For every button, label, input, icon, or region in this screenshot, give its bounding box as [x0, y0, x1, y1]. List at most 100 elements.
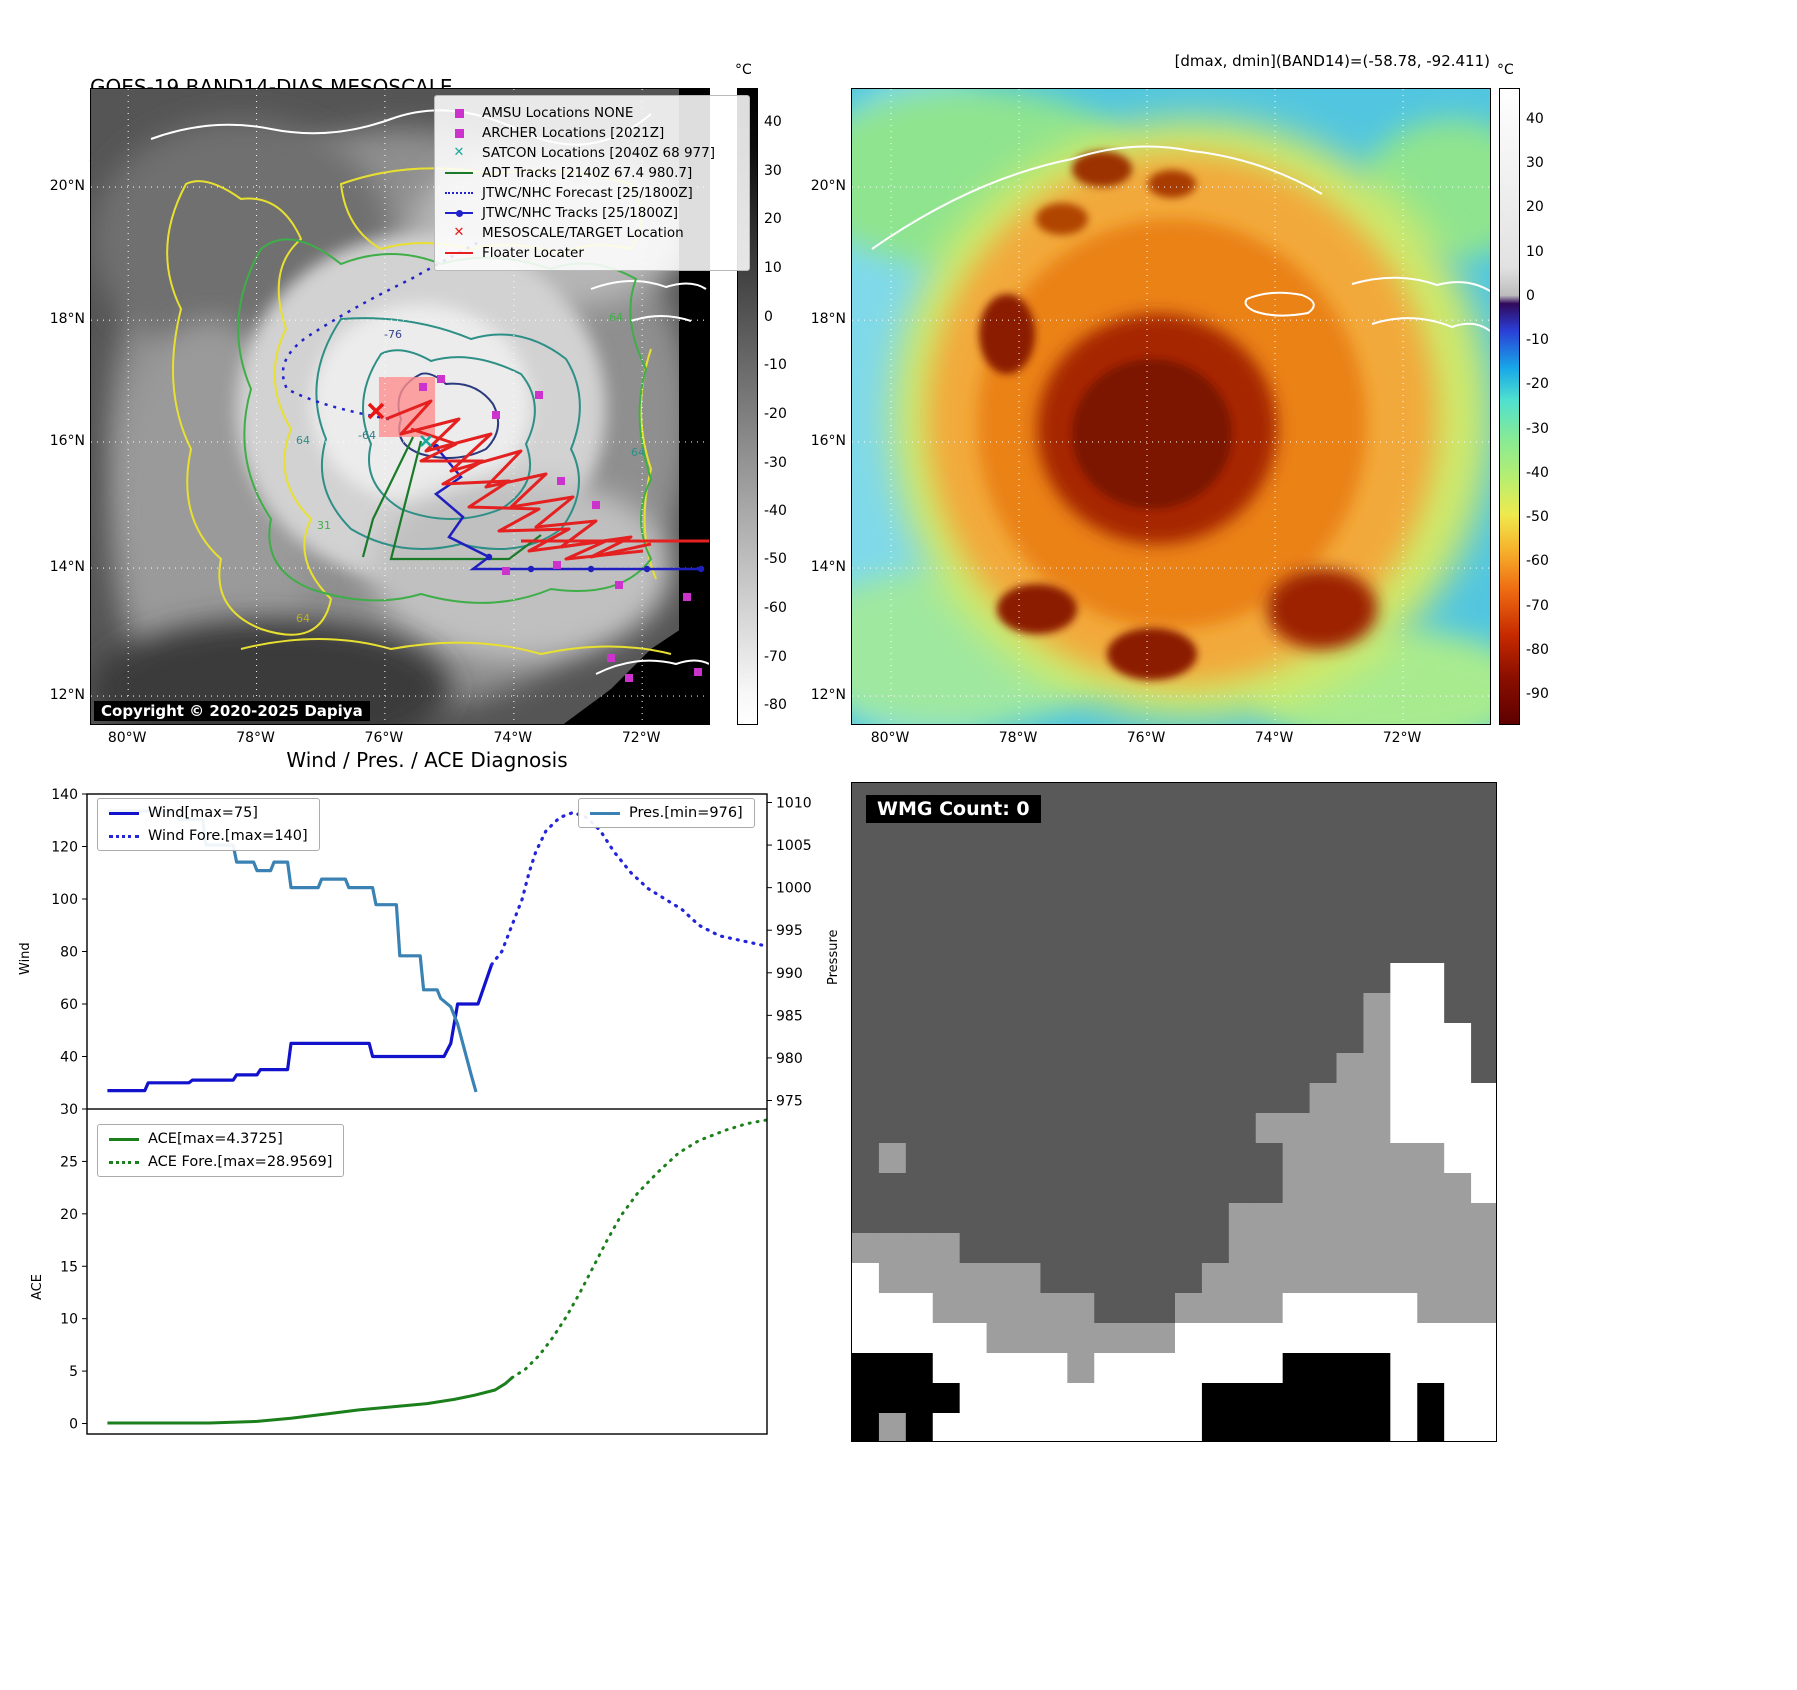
legend-item: ADT Tracks [2140Z 67.4 980.7]: [445, 163, 739, 183]
tick-label: -90: [1526, 685, 1549, 702]
wind-axis-label: Wind: [18, 942, 33, 975]
awv-lat-axis: 20°N 18°N 16°N 14°N 12°N: [798, 88, 846, 725]
awv-map: [851, 88, 1491, 725]
band14-lat-axis: 20°N 18°N 16°N 14°N 12°N: [36, 88, 85, 725]
svg-text:64: 64: [296, 612, 310, 625]
tick-label: -40: [1526, 464, 1549, 481]
satcon-x-icon: [420, 435, 432, 447]
legend-label: ACE[max=4.3725]: [148, 1131, 283, 1147]
square-marker-icon: [445, 128, 473, 138]
diagnosis-chart-title: Wind / Pres. / ACE Diagnosis: [286, 748, 568, 772]
legend-item: Wind Fore.[max=140]: [109, 828, 308, 844]
tick-label: -80: [764, 697, 787, 714]
awv-colorbar: [1499, 88, 1520, 725]
x-marker-icon: ✕: [453, 145, 465, 160]
legend-item: JTWC/NHC Tracks [25/1800Z]: [445, 203, 739, 223]
legend-label: SATCON Locations [2040Z 68 977]: [482, 145, 715, 161]
svg-text:980: 980: [776, 1051, 803, 1067]
svg-text:20: 20: [60, 1102, 78, 1109]
tick-label: 74°W: [1254, 730, 1294, 746]
legend-label: ADT Tracks [2140Z 67.4 980.7]: [482, 165, 693, 181]
tick-label: 76°W: [364, 730, 404, 746]
legend-label: Floater Locater: [482, 245, 584, 261]
wmg-panel: WMG Count: 0: [851, 782, 1497, 1442]
awv-colorbar-ticks: 40 30 20 10 0 -10 -20 -30 -40 -50 -60 -70 -80 -90: [1526, 88, 1568, 725]
tick-label: 12°N: [49, 687, 85, 704]
wind-legend: Wind[max=75] Wind Fore.[max=140]: [97, 798, 320, 851]
tick-label: 74°W: [493, 730, 533, 746]
legend-item: Pres.[min=976]: [590, 805, 743, 821]
tick-label: 0: [1526, 287, 1535, 304]
tick-label: 72°W: [621, 730, 661, 746]
legend-item: ARCHER Locations [2021Z]: [445, 123, 739, 143]
tick-label: 20°N: [49, 178, 85, 195]
pressure-line-sample: [590, 811, 620, 815]
archer-adt-tracks: [281, 239, 709, 573]
svg-text:80: 80: [60, 945, 78, 961]
ace-forecast-line-sample: [109, 1160, 139, 1164]
tick-label: -40: [764, 502, 787, 519]
legend-item: Wind[max=75]: [109, 805, 308, 821]
tick-label: -60: [764, 600, 787, 617]
awv-lon-axis: 80°W 78°W 76°W 74°W 72°W: [851, 730, 1491, 750]
svg-text:990: 990: [776, 966, 803, 982]
tick-label: -60: [1526, 553, 1549, 570]
svg-text:120: 120: [51, 840, 78, 856]
ace-legend: ACE[max=4.3725] ACE Fore.[max=28.9569]: [97, 1124, 345, 1177]
svg-text:60: 60: [60, 997, 78, 1013]
tick-label: 16°N: [810, 432, 846, 449]
tick-label: 0: [764, 308, 773, 325]
x-marker-icon: ✕: [453, 225, 465, 240]
coastlines: [871, 145, 1490, 332]
legend-item: JTWC/NHC Forecast [25/1800Z]: [445, 183, 739, 203]
mesoscale-target-x-icon: [367, 402, 385, 420]
svg-text:20: 20: [60, 1207, 78, 1223]
tick-label: 40: [764, 113, 782, 130]
svg-text:1010: 1010: [776, 796, 812, 812]
tick-label: -70: [764, 648, 787, 665]
svg-text:100: 100: [51, 892, 78, 908]
svg-text:30: 30: [60, 1109, 78, 1118]
line-marker-icon: [445, 252, 473, 254]
awv-colorbar-unit: °C: [1497, 62, 1514, 78]
legend-item: ✕ SATCON Locations [2040Z 68 977]: [445, 143, 739, 163]
wmg-bitmap-image: [852, 783, 1496, 1441]
copyright-text: Copyright © 2020-2025 Dapiya: [94, 701, 370, 721]
latlon-grid: [852, 89, 1490, 724]
tick-label: 40: [1526, 111, 1544, 128]
tick-label: -10: [764, 357, 787, 374]
tick-label: -10: [1526, 332, 1549, 349]
svg-text:1000: 1000: [776, 881, 812, 897]
tick-label: 78°W: [236, 730, 275, 746]
svg-text:1005: 1005: [776, 838, 812, 854]
legend-label: Pres.[min=976]: [629, 805, 743, 821]
tick-label: -20: [1526, 376, 1549, 393]
legend-label: JTWC/NHC Forecast [25/1800Z]: [482, 185, 693, 201]
band14-lon-axis: 80°W 78°W 76°W 74°W 72°W: [90, 730, 710, 750]
svg-text:15: 15: [60, 1259, 78, 1275]
band14-colorbar-unit: °C: [735, 62, 752, 78]
svg-text:40: 40: [60, 1050, 78, 1066]
legend-item: AMSU Locations NONE: [445, 103, 739, 123]
svg-text:-64: -64: [358, 429, 376, 442]
tick-label: -30: [1526, 420, 1549, 437]
band14-colorbar-ticks: 40 30 20 10 0 -10 -20 -30 -40 -50 -60 -70 -80: [764, 88, 806, 725]
tick-label: 80°W: [107, 730, 147, 746]
tick-label: -80: [1526, 641, 1549, 658]
awv-satellite-image: [852, 89, 1490, 724]
legend-label: AMSU Locations NONE: [482, 105, 634, 121]
legend-item: ✕ MESOSCALE/TARGET Location: [445, 223, 739, 243]
tick-label: -20: [764, 405, 787, 422]
tick-label: 78°W: [998, 730, 1038, 746]
tick-label: 12°N: [810, 687, 846, 704]
svg-text:31: 31: [317, 519, 331, 532]
tick-label: 16°N: [49, 432, 85, 449]
tick-label: 76°W: [1126, 730, 1166, 746]
svg-text:64: 64: [631, 446, 645, 459]
tick-label: 72°W: [1382, 730, 1422, 746]
pressure-axis-label: Pressure: [826, 929, 841, 985]
band14-map-legend: AMSU Locations NONE ARCHER Locations [202…: [434, 95, 750, 271]
tick-label: 30: [764, 162, 782, 179]
tick-label: -50: [764, 551, 787, 568]
tick-label: 20: [764, 211, 782, 228]
